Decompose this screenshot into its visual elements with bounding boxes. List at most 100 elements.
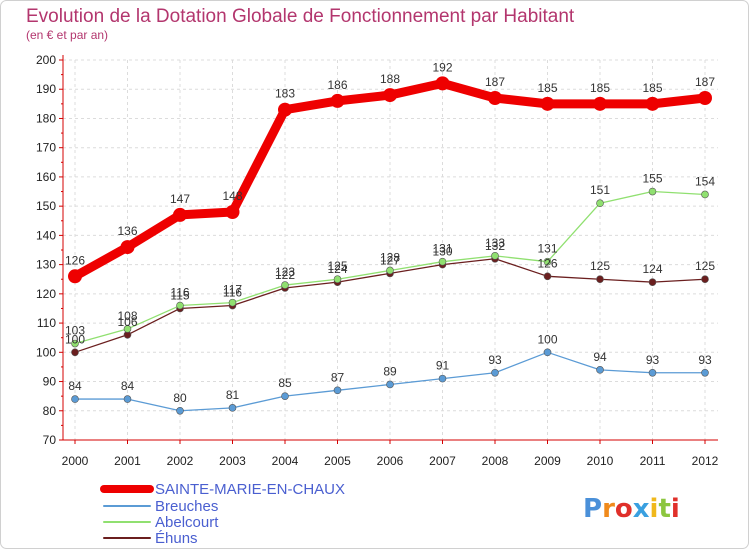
y-tick-label: 70 (43, 433, 57, 447)
data-point (333, 275, 342, 284)
data-label: 93 (646, 353, 660, 367)
data-label: 116 (170, 286, 189, 300)
data-label: 187 (695, 75, 715, 89)
x-tick-label: 2007 (429, 454, 456, 468)
legend-label: Éhuns (155, 530, 198, 547)
series-1 (71, 348, 709, 415)
data-label: 126 (537, 256, 557, 270)
chart-subtitle: (en € et par an) (26, 28, 108, 42)
data-label: 106 (117, 315, 137, 329)
data-label: 192 (432, 60, 452, 74)
data-label: 128 (380, 250, 400, 264)
data-point (71, 339, 79, 348)
data-label: 103 (65, 324, 85, 338)
legend-label: Abelcourt (155, 514, 219, 531)
data-label: 131 (432, 242, 452, 256)
data-label: 183 (275, 87, 295, 101)
x-tick-label: 2006 (377, 454, 404, 468)
x-tick-label: 2002 (167, 454, 194, 468)
data-point (123, 395, 132, 403)
data-labels-1: 84 84 80 81 85 87 89 91 93 100 94 93 93 (68, 332, 712, 404)
data-label: 147 (170, 192, 190, 206)
data-point (228, 404, 237, 412)
data-label: 131 (537, 242, 557, 256)
y-tick-label: 150 (36, 199, 56, 213)
data-label: 85 (278, 376, 292, 390)
data-label: 115 (170, 288, 189, 302)
data-point (330, 93, 345, 108)
data-label: 125 (590, 259, 610, 273)
data-label: 91 (436, 359, 450, 373)
data-label: 125 (695, 259, 715, 273)
data-label: 185 (537, 81, 557, 95)
data-label: 93 (698, 353, 712, 367)
plot-area: 7080901001101201301401501601701801902002… (36, 53, 719, 468)
data-label: 89 (383, 364, 397, 378)
y-tick-label: 80 (43, 404, 57, 418)
data-label: 187 (485, 75, 505, 89)
data-point (701, 368, 709, 377)
data-point (698, 91, 712, 105)
data-label: 148 (222, 189, 242, 203)
data-label: 130 (432, 245, 452, 259)
x-tick-label: 2009 (534, 454, 561, 468)
data-label: 94 (593, 350, 607, 364)
data-point (71, 395, 79, 403)
y-tick-label: 100 (36, 345, 56, 359)
proxiti-logo: Proxiti (583, 494, 680, 524)
data-point (176, 301, 184, 310)
data-point (173, 207, 187, 222)
y-tick-label: 90 (43, 375, 57, 389)
legend-label: SAINTE-MARIE-EN-CHAUX (155, 481, 345, 498)
data-point (225, 205, 240, 219)
data-labels-0: 126 136 147 148 183 186 188 192 187 185 185 185 187 (65, 60, 715, 267)
data-point (645, 96, 660, 111)
data-point (488, 91, 502, 105)
data-label: 84 (68, 379, 82, 393)
data-point (71, 348, 79, 357)
data-point (596, 366, 604, 374)
data-label: 155 (642, 172, 662, 186)
data-label: 186 (327, 78, 347, 92)
data-label: 100 (537, 332, 557, 346)
data-point (491, 368, 499, 377)
data-label: 151 (590, 183, 610, 197)
data-label: 124 (327, 262, 347, 276)
data-point (278, 102, 292, 117)
data-label: 154 (695, 174, 715, 188)
data-point (68, 269, 82, 284)
data-point (491, 252, 499, 260)
data-label: 133 (485, 236, 505, 250)
y-tick-label: 110 (37, 316, 56, 330)
legend-label: Breuches (155, 498, 218, 515)
data-label: 185 (590, 81, 610, 95)
x-tick-label: 2010 (587, 454, 614, 468)
y-tick-label: 130 (36, 258, 56, 272)
data-point (228, 298, 237, 307)
data-label: 123 (275, 265, 295, 279)
y-tick-label: 170 (36, 141, 56, 155)
data-point (701, 190, 709, 199)
data-point (333, 386, 342, 395)
data-label: 125 (327, 259, 347, 273)
data-point (386, 266, 394, 275)
data-point (176, 406, 184, 415)
data-point (543, 257, 552, 266)
data-point (543, 272, 552, 281)
x-tick-label: 2008 (482, 454, 509, 468)
data-point (120, 240, 135, 255)
data-label: 132 (485, 239, 505, 253)
data-point (648, 278, 657, 286)
y-tick-label: 160 (36, 170, 56, 184)
data-label: 100 (65, 332, 85, 346)
x-tick-label: 2012 (692, 454, 719, 468)
proxiti-logo-text: Proxiti (583, 494, 680, 524)
data-label: 136 (117, 224, 137, 238)
data-point (596, 275, 604, 284)
data-point (281, 392, 289, 400)
x-tick-label: 2003 (219, 454, 246, 468)
